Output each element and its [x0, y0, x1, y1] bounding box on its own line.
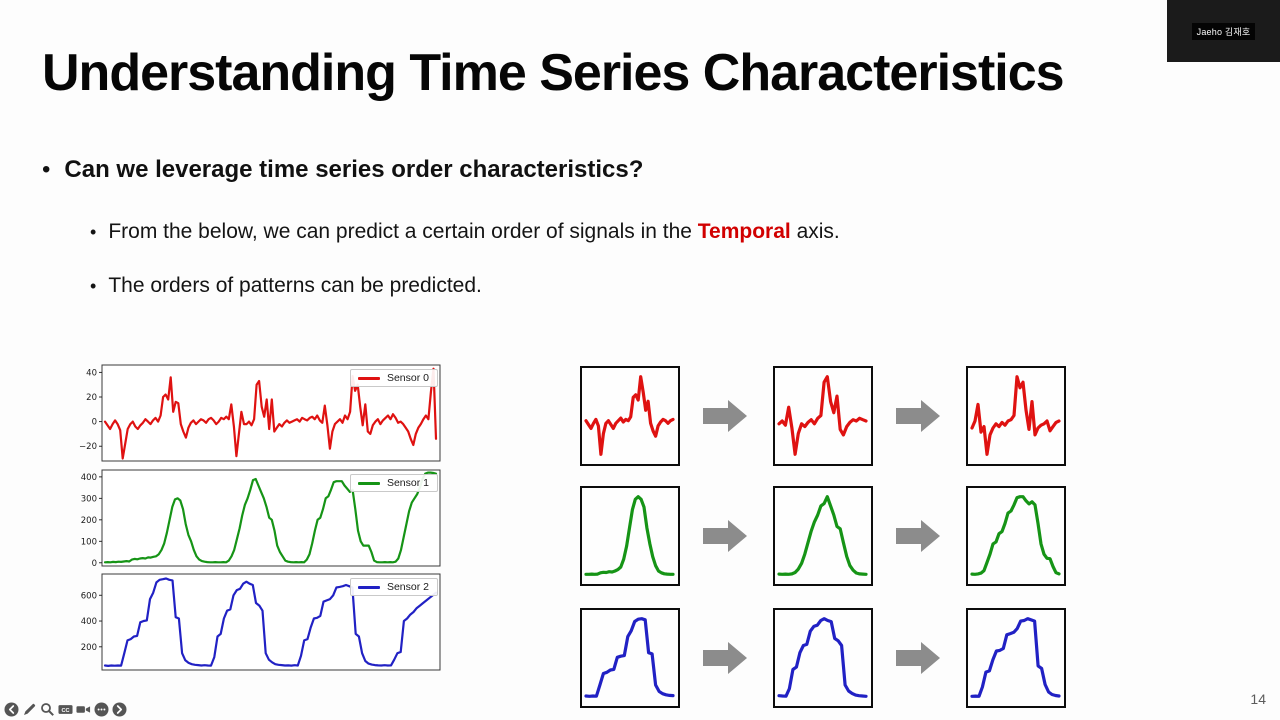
bullet-sub-1-text: From the below, we can predict a certain…: [108, 220, 698, 243]
y-tick-label: 0: [92, 559, 97, 568]
camera-icon[interactable]: [76, 702, 91, 717]
page-title: Understanding Time Series Characteristic…: [42, 44, 1065, 102]
y-tick-label: 0: [92, 418, 97, 428]
y-tick-label: 200: [81, 643, 97, 653]
pattern-box-green-2: [773, 486, 873, 586]
temporal-highlight: Temporal: [697, 220, 791, 243]
y-tick-label: 20: [86, 393, 97, 403]
right-arrow-icon: [703, 520, 747, 552]
y-tick-label: 400: [81, 617, 97, 627]
more-options-button[interactable]: [94, 702, 109, 717]
closed-captions-icon[interactable]: CC: [58, 702, 73, 717]
previous-slide-button[interactable]: [4, 702, 19, 717]
legend-line-swatch: [357, 376, 380, 380]
sensor2-chart: 600 400 200 Sensor 2: [76, 572, 442, 672]
pattern-canvas: [777, 617, 868, 698]
legend-line-swatch: [357, 481, 380, 485]
pattern-canvas: [970, 495, 1061, 576]
right-arrow-icon: [896, 400, 940, 432]
pattern-box-red-3: [966, 366, 1066, 466]
pattern-canvas: [584, 375, 675, 456]
right-arrow-icon: [703, 400, 747, 432]
pattern-box-blue-2: [773, 608, 873, 708]
bullet-sub-1-tail: axis.: [790, 220, 840, 243]
y-tick-label: 400: [81, 473, 97, 483]
presenter-toolbar: CC: [4, 702, 127, 717]
right-arrow-icon: [896, 520, 940, 552]
legend-label: Sensor 0: [386, 372, 429, 384]
sensor1-chart: 400 300 200 100 0 Sensor 1: [76, 468, 442, 568]
sensor1-legend: Sensor 1: [349, 474, 438, 492]
pattern-box-blue-3: [966, 608, 1066, 708]
pattern-canvas: [584, 617, 675, 698]
pattern-canvas: [777, 375, 868, 456]
bullet-main: Can we leverage time series order charac…: [42, 156, 643, 184]
pattern-box-blue-1: [580, 608, 680, 708]
next-slide-button[interactable]: [112, 702, 127, 717]
y-tick-label: 40: [86, 368, 97, 378]
y-tick-label: 600: [81, 591, 97, 601]
legend-label: Sensor 2: [386, 581, 429, 593]
page-number: 14: [1250, 691, 1266, 707]
sensor2-legend: Sensor 2: [349, 578, 438, 596]
legend-label: Sensor 1: [386, 477, 429, 489]
svg-text:CC: CC: [61, 708, 69, 714]
sensor0-legend: Sensor 0: [349, 369, 438, 387]
y-tick-label: 200: [81, 516, 97, 526]
right-arrow-icon: [703, 642, 747, 674]
right-arrow-icon: [896, 642, 940, 674]
pattern-canvas: [584, 495, 675, 576]
bullet-sub-2: The orders of patterns can be predicted.: [90, 274, 482, 298]
presenter-name-badge: Jaeho 김재호: [1191, 22, 1256, 40]
pattern-box-red-2: [773, 366, 873, 466]
bullet-sub-1: From the below, we can predict a certain…: [90, 220, 840, 244]
y-tick-label: 300: [81, 494, 97, 504]
pattern-canvas: [777, 495, 868, 576]
sensor0-chart: 40 20 0 −20 Sensor 0: [76, 363, 442, 463]
webcam-overlay: Jaeho 김재호: [1167, 0, 1280, 62]
pattern-box-green-3: [966, 486, 1066, 586]
pen-icon[interactable]: [22, 702, 37, 717]
legend-line-swatch: [357, 585, 380, 589]
pattern-canvas: [970, 375, 1061, 456]
magnifier-icon[interactable]: [40, 702, 55, 717]
y-tick-label: 100: [81, 537, 97, 547]
pattern-box-green-1: [580, 486, 680, 586]
pattern-canvas: [970, 617, 1061, 698]
y-tick-label: −20: [79, 442, 97, 452]
pattern-box-red-1: [580, 366, 680, 466]
